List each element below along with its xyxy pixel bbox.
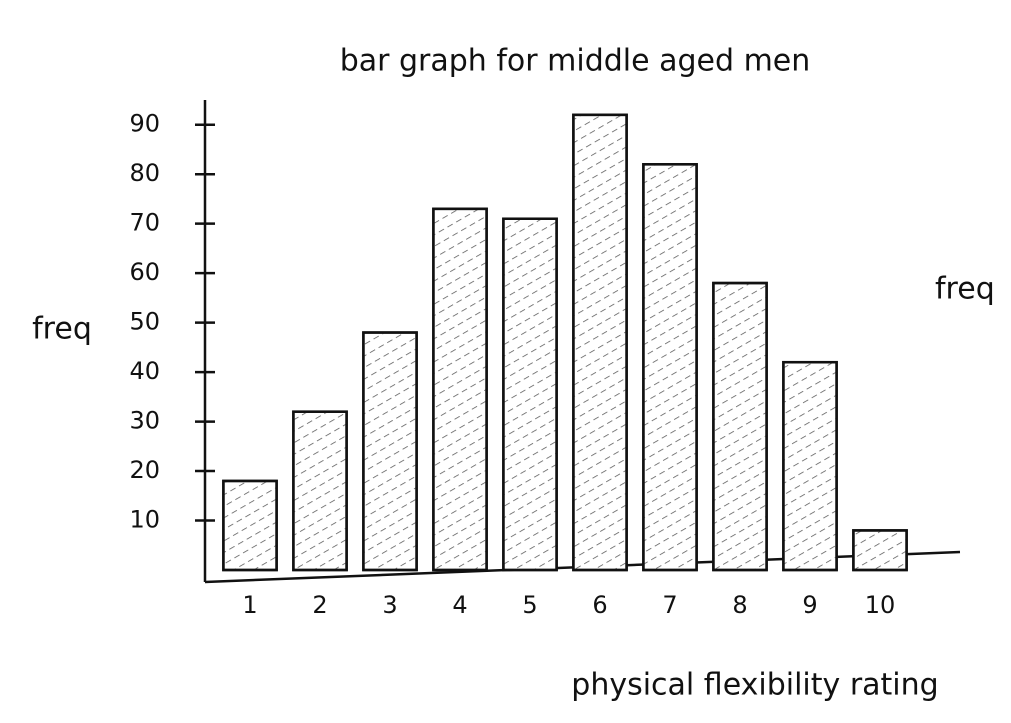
x-tick-label: 4 <box>452 591 467 619</box>
bar <box>292 410 348 572</box>
y-tick-label: 30 <box>129 407 160 435</box>
bar <box>782 360 838 572</box>
y-tick-label: 10 <box>129 506 160 534</box>
bar <box>572 113 628 572</box>
y-tick-label: 40 <box>129 357 160 385</box>
x-axis-label: physical flexibility rating <box>571 668 938 703</box>
bar <box>362 331 418 572</box>
x-tick-label: 10 <box>865 591 896 619</box>
y-tick-label: 20 <box>129 456 160 484</box>
x-tick-label: 3 <box>382 591 397 619</box>
y-tick-label: 60 <box>129 258 160 286</box>
bar <box>222 479 278 572</box>
x-tick-label: 6 <box>592 591 607 619</box>
bar <box>712 281 768 572</box>
y-tick-label: 80 <box>129 159 160 187</box>
bar <box>502 217 558 572</box>
annotation: freq <box>935 272 995 307</box>
x-tick-label: 7 <box>662 591 677 619</box>
x-tick-label: 1 <box>242 591 257 619</box>
y-tick-label: 90 <box>129 110 160 138</box>
chart-title: bar graph for middle aged men <box>340 44 811 79</box>
y-tick-label: 70 <box>129 209 160 237</box>
bar <box>852 529 908 572</box>
bar <box>642 163 698 572</box>
bar <box>432 207 488 572</box>
x-tick-label: 8 <box>732 591 747 619</box>
x-tick-label: 2 <box>312 591 327 619</box>
x-tick-label: 9 <box>802 591 817 619</box>
y-tick-label: 50 <box>129 308 160 336</box>
x-tick-label: 5 <box>522 591 537 619</box>
y-axis-label: freq <box>32 312 92 347</box>
